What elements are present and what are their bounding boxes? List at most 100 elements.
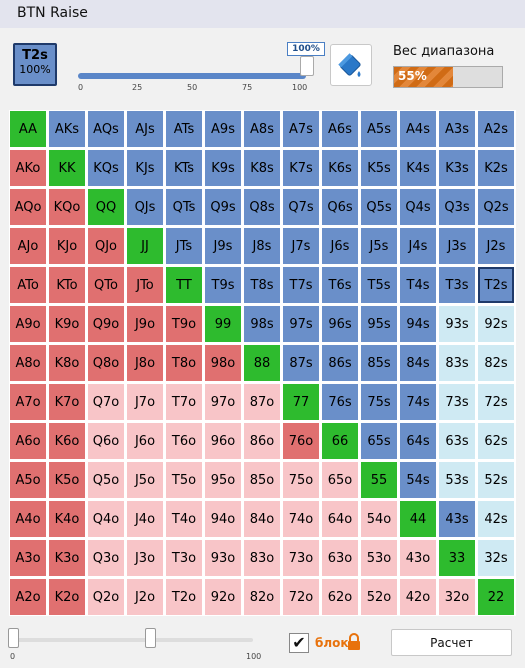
hand-cell-95s[interactable]: 95s [360, 305, 398, 343]
hand-cell-J3o[interactable]: J3o [126, 539, 164, 577]
hand-cell-83s[interactable]: 83s [438, 344, 476, 382]
hand-cell-Q6s[interactable]: Q6s [321, 188, 359, 226]
hand-cell-76o[interactable]: 76o [282, 422, 320, 460]
hand-cell-22[interactable]: 22 [477, 578, 515, 616]
hand-cell-J9s[interactable]: J9s [204, 227, 242, 265]
hand-cell-53o[interactable]: 53o [360, 539, 398, 577]
hand-cell-72s[interactable]: 72s [477, 383, 515, 421]
hand-cell-T2o[interactable]: T2o [165, 578, 203, 616]
hand-cell-KTo[interactable]: KTo [48, 266, 86, 304]
hand-cell-K7o[interactable]: K7o [48, 383, 86, 421]
hand-cell-Q5o[interactable]: Q5o [87, 461, 125, 499]
hand-cell-KK[interactable]: KK [48, 149, 86, 187]
hand-cell-86o[interactable]: 86o [243, 422, 281, 460]
hand-cell-Q3o[interactable]: Q3o [87, 539, 125, 577]
hand-cell-A9s[interactable]: A9s [204, 110, 242, 148]
hand-cell-Q8s[interactable]: Q8s [243, 188, 281, 226]
hand-cell-Q2o[interactable]: Q2o [87, 578, 125, 616]
hand-cell-K6s[interactable]: K6s [321, 149, 359, 187]
hand-cell-A5o[interactable]: A5o [9, 461, 47, 499]
hand-cell-K3s[interactable]: K3s [438, 149, 476, 187]
hand-cell-J3s[interactable]: J3s [438, 227, 476, 265]
bottom-slider-low-handle[interactable] [8, 628, 19, 648]
hand-cell-65s[interactable]: 65s [360, 422, 398, 460]
hand-cell-64s[interactable]: 64s [399, 422, 437, 460]
hand-cell-K8o[interactable]: K8o [48, 344, 86, 382]
hand-cell-K7s[interactable]: K7s [282, 149, 320, 187]
hand-cell-JJ[interactable]: JJ [126, 227, 164, 265]
hand-cell-84s[interactable]: 84s [399, 344, 437, 382]
hand-cell-42o[interactable]: 42o [399, 578, 437, 616]
hand-cell-QTs[interactable]: QTs [165, 188, 203, 226]
hand-cell-K2o[interactable]: K2o [48, 578, 86, 616]
hand-cell-85s[interactable]: 85s [360, 344, 398, 382]
hand-cell-94o[interactable]: 94o [204, 500, 242, 538]
hand-cell-32o[interactable]: 32o [438, 578, 476, 616]
hand-cell-QQ[interactable]: QQ [87, 188, 125, 226]
hand-cell-A4s[interactable]: A4s [399, 110, 437, 148]
hand-cell-T8o[interactable]: T8o [165, 344, 203, 382]
hand-cell-A6s[interactable]: A6s [321, 110, 359, 148]
hand-cell-J4o[interactable]: J4o [126, 500, 164, 538]
hand-cell-KQo[interactable]: KQo [48, 188, 86, 226]
hand-cell-AJo[interactable]: AJo [9, 227, 47, 265]
hand-cell-96o[interactable]: 96o [204, 422, 242, 460]
hand-cell-82o[interactable]: 82o [243, 578, 281, 616]
hand-cell-97o[interactable]: 97o [204, 383, 242, 421]
hand-cell-K9s[interactable]: K9s [204, 149, 242, 187]
hand-cell-J8s[interactable]: J8s [243, 227, 281, 265]
hand-cell-K4o[interactable]: K4o [48, 500, 86, 538]
hand-cell-88[interactable]: 88 [243, 344, 281, 382]
hand-cell-93s[interactable]: 93s [438, 305, 476, 343]
block-checkbox[interactable]: ✔ [289, 633, 309, 653]
hand-cell-Q9o[interactable]: Q9o [87, 305, 125, 343]
hand-cell-62o[interactable]: 62o [321, 578, 359, 616]
hand-cell-J5s[interactable]: J5s [360, 227, 398, 265]
hand-cell-52s[interactable]: 52s [477, 461, 515, 499]
hand-cell-QJs[interactable]: QJs [126, 188, 164, 226]
hand-cell-87s[interactable]: 87s [282, 344, 320, 382]
hand-cell-75s[interactable]: 75s [360, 383, 398, 421]
hand-cell-92s[interactable]: 92s [477, 305, 515, 343]
paint-bucket-button[interactable] [330, 44, 372, 86]
hand-cell-J2s[interactable]: J2s [477, 227, 515, 265]
hand-cell-T4o[interactable]: T4o [165, 500, 203, 538]
hand-cell-T9o[interactable]: T9o [165, 305, 203, 343]
hand-cell-62s[interactable]: 62s [477, 422, 515, 460]
hand-cell-54s[interactable]: 54s [399, 461, 437, 499]
hand-cell-T5o[interactable]: T5o [165, 461, 203, 499]
hand-cell-87o[interactable]: 87o [243, 383, 281, 421]
hand-cell-T5s[interactable]: T5s [360, 266, 398, 304]
hand-cell-65o[interactable]: 65o [321, 461, 359, 499]
hand-cell-T9s[interactable]: T9s [204, 266, 242, 304]
hand-cell-JTo[interactable]: JTo [126, 266, 164, 304]
hand-cell-KJs[interactable]: KJs [126, 149, 164, 187]
hand-cell-75o[interactable]: 75o [282, 461, 320, 499]
hand-cell-J6s[interactable]: J6s [321, 227, 359, 265]
hand-cell-J2o[interactable]: J2o [126, 578, 164, 616]
hand-cell-AA[interactable]: AA [9, 110, 47, 148]
hand-cell-JTs[interactable]: JTs [165, 227, 203, 265]
hand-cell-76s[interactable]: 76s [321, 383, 359, 421]
hand-cell-A3s[interactable]: A3s [438, 110, 476, 148]
bottom-slider-track[interactable] [13, 638, 253, 642]
hand-cell-54o[interactable]: 54o [360, 500, 398, 538]
hand-cell-K4s[interactable]: K4s [399, 149, 437, 187]
hand-cell-A6o[interactable]: A6o [9, 422, 47, 460]
hand-cell-A2s[interactable]: A2s [477, 110, 515, 148]
hand-cell-Q4o[interactable]: Q4o [87, 500, 125, 538]
hand-cell-J8o[interactable]: J8o [126, 344, 164, 382]
hand-cell-72o[interactable]: 72o [282, 578, 320, 616]
hand-cell-84o[interactable]: 84o [243, 500, 281, 538]
hand-cell-73o[interactable]: 73o [282, 539, 320, 577]
hand-cell-J5o[interactable]: J5o [126, 461, 164, 499]
hand-cell-96s[interactable]: 96s [321, 305, 359, 343]
hand-cell-73s[interactable]: 73s [438, 383, 476, 421]
hand-cell-T8s[interactable]: T8s [243, 266, 281, 304]
hand-cell-AQo[interactable]: AQo [9, 188, 47, 226]
hand-cell-A9o[interactable]: A9o [9, 305, 47, 343]
hand-cell-KQs[interactable]: KQs [87, 149, 125, 187]
hand-cell-A8o[interactable]: A8o [9, 344, 47, 382]
frequency-slider-track[interactable] [78, 73, 306, 79]
hand-cell-32s[interactable]: 32s [477, 539, 515, 577]
